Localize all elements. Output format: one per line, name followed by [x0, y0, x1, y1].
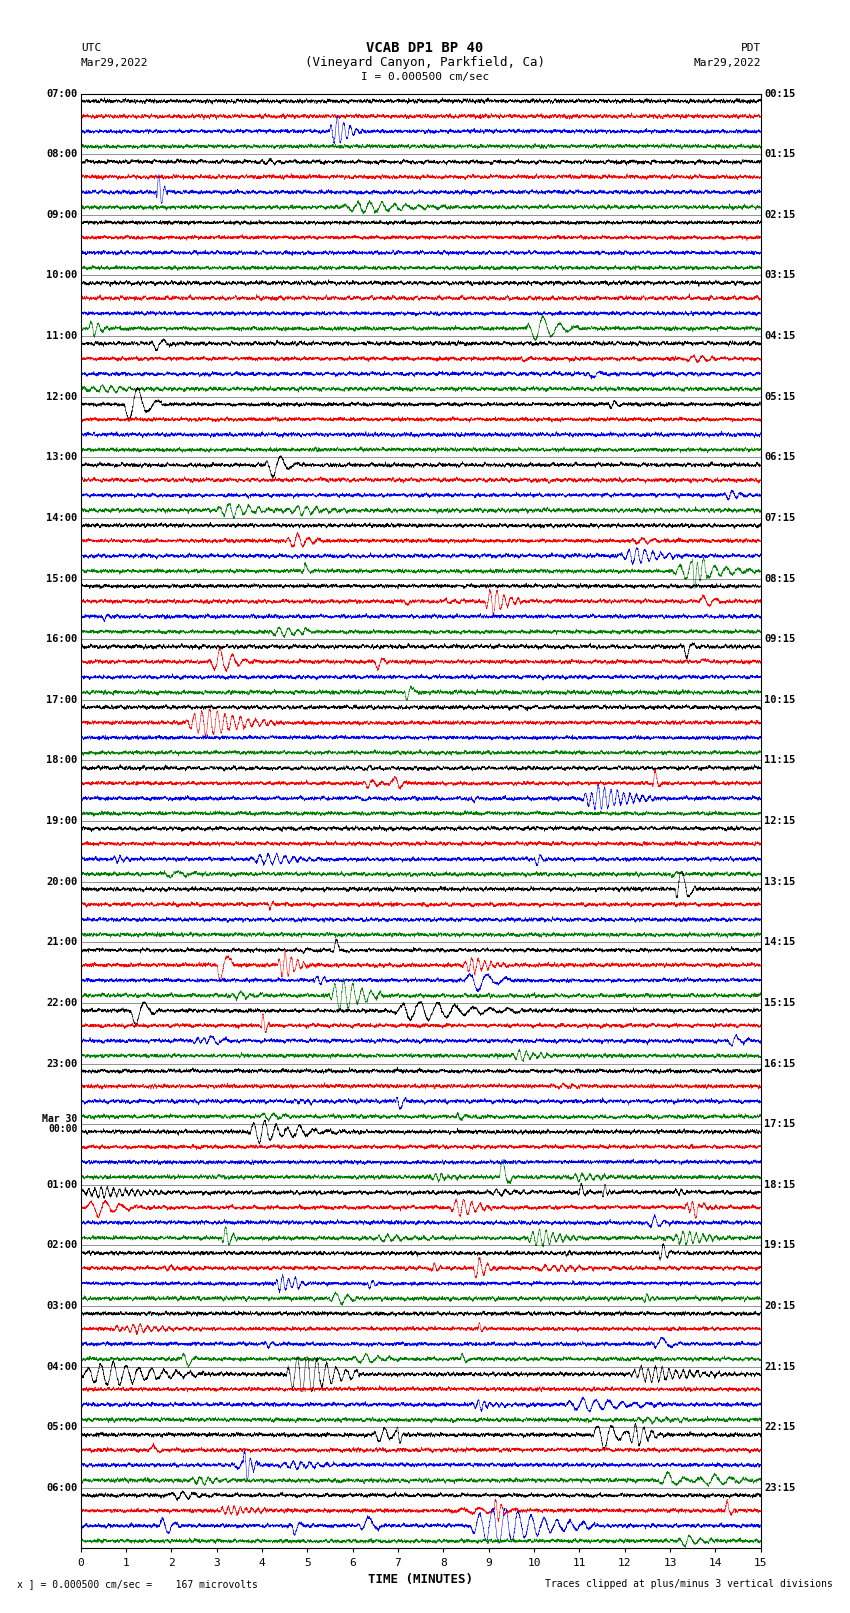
Text: 05:00: 05:00	[46, 1423, 77, 1432]
Text: 21:00: 21:00	[46, 937, 77, 947]
Text: Mar29,2022: Mar29,2022	[694, 58, 761, 68]
Text: 07:00: 07:00	[46, 89, 77, 98]
Text: 11:00: 11:00	[46, 331, 77, 340]
Text: 08:00: 08:00	[46, 148, 77, 160]
Text: PDT: PDT	[740, 44, 761, 53]
Text: 19:15: 19:15	[764, 1240, 796, 1250]
Text: 16:15: 16:15	[764, 1058, 796, 1068]
Text: 04:00: 04:00	[46, 1361, 77, 1371]
Text: 02:15: 02:15	[764, 210, 796, 219]
Text: Mar 30: Mar 30	[42, 1115, 77, 1124]
Text: Mar29,2022: Mar29,2022	[81, 58, 148, 68]
Text: 21:15: 21:15	[764, 1361, 796, 1371]
Text: 22:15: 22:15	[764, 1423, 796, 1432]
Text: 15:00: 15:00	[46, 574, 77, 584]
Text: 20:00: 20:00	[46, 876, 77, 887]
Text: 02:00: 02:00	[46, 1240, 77, 1250]
Text: 05:15: 05:15	[764, 392, 796, 402]
Text: 09:15: 09:15	[764, 634, 796, 644]
Text: 13:15: 13:15	[764, 876, 796, 887]
Text: 14:15: 14:15	[764, 937, 796, 947]
Text: 00:00: 00:00	[48, 1124, 77, 1134]
Text: 10:00: 10:00	[46, 271, 77, 281]
Text: 16:00: 16:00	[46, 634, 77, 644]
Text: 20:15: 20:15	[764, 1302, 796, 1311]
Text: 08:15: 08:15	[764, 574, 796, 584]
Text: 23:00: 23:00	[46, 1058, 77, 1068]
Text: 18:15: 18:15	[764, 1179, 796, 1190]
Text: 12:00: 12:00	[46, 392, 77, 402]
Text: 15:15: 15:15	[764, 998, 796, 1008]
Text: 18:00: 18:00	[46, 755, 77, 766]
Text: 10:15: 10:15	[764, 695, 796, 705]
Text: 04:15: 04:15	[764, 331, 796, 340]
Text: x ] = 0.000500 cm/sec =    167 microvolts: x ] = 0.000500 cm/sec = 167 microvolts	[17, 1579, 258, 1589]
Text: 01:00: 01:00	[46, 1179, 77, 1190]
Text: 14:00: 14:00	[46, 513, 77, 523]
Text: 13:00: 13:00	[46, 452, 77, 463]
Text: 06:00: 06:00	[46, 1482, 77, 1494]
Text: UTC: UTC	[81, 44, 101, 53]
Text: I = 0.000500 cm/sec: I = 0.000500 cm/sec	[361, 73, 489, 82]
Text: 19:00: 19:00	[46, 816, 77, 826]
Text: 11:15: 11:15	[764, 755, 796, 766]
X-axis label: TIME (MINUTES): TIME (MINUTES)	[368, 1573, 473, 1586]
Text: 17:15: 17:15	[764, 1119, 796, 1129]
Text: 22:00: 22:00	[46, 998, 77, 1008]
Text: 09:00: 09:00	[46, 210, 77, 219]
Text: 06:15: 06:15	[764, 452, 796, 463]
Text: 12:15: 12:15	[764, 816, 796, 826]
Text: 03:15: 03:15	[764, 271, 796, 281]
Text: Traces clipped at plus/minus 3 vertical divisions: Traces clipped at plus/minus 3 vertical …	[545, 1579, 833, 1589]
Text: 17:00: 17:00	[46, 695, 77, 705]
Text: 07:15: 07:15	[764, 513, 796, 523]
Text: (Vineyard Canyon, Parkfield, Ca): (Vineyard Canyon, Parkfield, Ca)	[305, 56, 545, 69]
Text: 23:15: 23:15	[764, 1482, 796, 1494]
Text: 00:15: 00:15	[764, 89, 796, 98]
Text: 03:00: 03:00	[46, 1302, 77, 1311]
Text: VCAB DP1 BP 40: VCAB DP1 BP 40	[366, 42, 484, 55]
Text: 01:15: 01:15	[764, 148, 796, 160]
